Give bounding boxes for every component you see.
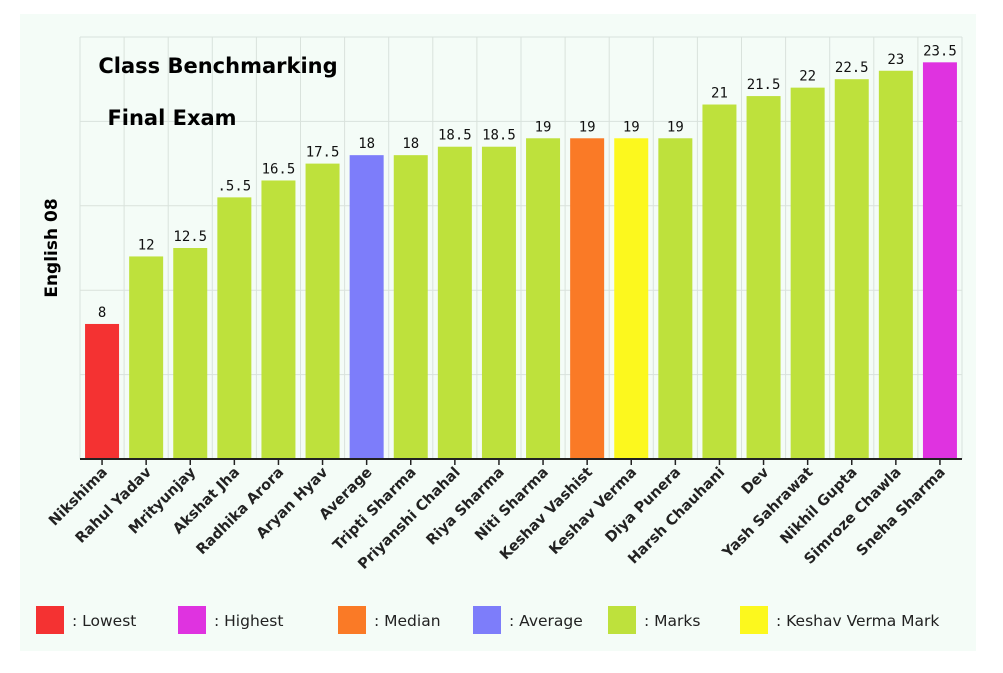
value-label: 19: [667, 119, 684, 135]
value-label: 18.5: [438, 128, 472, 144]
y-axis-label: English 08: [42, 198, 62, 297]
value-label: 8: [98, 305, 106, 321]
bar-marks: [173, 248, 208, 459]
chart-subtitle: Final Exam: [107, 106, 236, 130]
category-label: Riya Sharma: [424, 465, 508, 549]
legend-swatch-student: [740, 606, 768, 634]
bar-marks: [746, 96, 781, 459]
value-label: 18.5: [482, 128, 516, 144]
bar-lowest: [85, 323, 120, 459]
bar-marks: [217, 197, 252, 460]
chart-title: Class Benchmarking: [98, 54, 337, 78]
value-label: 19: [535, 119, 552, 135]
value-label: 17.5: [306, 145, 340, 161]
x-ticks: [101, 459, 941, 465]
bar-marks: [129, 256, 164, 459]
category-label: Rahul Yadav: [73, 464, 156, 547]
bar-marks: [305, 163, 340, 459]
legend-swatch-median: [338, 606, 366, 634]
legend-swatch-average: [473, 606, 501, 634]
legend: : Lowest : Highest : Median : Average : Mark…: [36, 606, 939, 634]
value-label: 23: [887, 52, 904, 68]
value-label: 21: [711, 86, 728, 102]
value-label: 16.5: [262, 161, 296, 177]
bar-marks: [834, 79, 869, 459]
bar-student: [614, 138, 649, 459]
value-label: 21.5: [747, 77, 781, 93]
legend-swatch-highest: [178, 606, 206, 634]
category-label: Dev: [739, 464, 773, 498]
category-label: Tripti Sharma: [330, 465, 419, 554]
value-label: 22.5: [835, 60, 869, 76]
legend-label: : Median: [374, 612, 441, 630]
bar-marks: [437, 146, 472, 459]
value-label: 23.5: [923, 43, 957, 59]
bar-highest: [922, 62, 957, 459]
legend-label: : Highest: [214, 612, 283, 630]
legend-label: : Lowest: [72, 612, 136, 630]
value-label: 12: [138, 237, 155, 253]
bar-marks: [481, 146, 516, 459]
bar-marks: [526, 138, 561, 459]
bar-marks: [790, 87, 825, 459]
value-label: 19: [579, 119, 596, 135]
value-labels: 8 12 12.5 .5.5 16.5 17.5 18 18 18.5 18.5 19 19 19 19 2…: [98, 43, 957, 321]
bar-median: [570, 138, 605, 459]
bar-marks: [702, 104, 737, 460]
value-label: 18: [358, 136, 375, 152]
value-label: 18: [402, 136, 419, 152]
bar-marks: [261, 180, 296, 460]
bar-marks: [393, 155, 428, 459]
bar-average: [349, 155, 384, 459]
bars: [85, 62, 957, 460]
value-label: .5.5: [217, 178, 251, 194]
value-label: 22: [799, 69, 816, 85]
legend-swatch-marks: [608, 606, 636, 634]
category-label: Diya Punera: [603, 465, 685, 547]
category-label: Nikhil Gupta: [778, 465, 861, 548]
legend-swatch-lowest: [36, 606, 64, 634]
value-label: 19: [623, 119, 640, 135]
legend-label: : Marks: [644, 612, 700, 630]
bar-marks: [878, 70, 913, 459]
grid-lines: [79, 36, 963, 460]
legend-label: : Keshav Verma Mark: [776, 612, 939, 630]
bar-marks: [658, 138, 693, 459]
legend-label: : Average: [509, 612, 583, 630]
value-label: 12.5: [173, 229, 207, 245]
